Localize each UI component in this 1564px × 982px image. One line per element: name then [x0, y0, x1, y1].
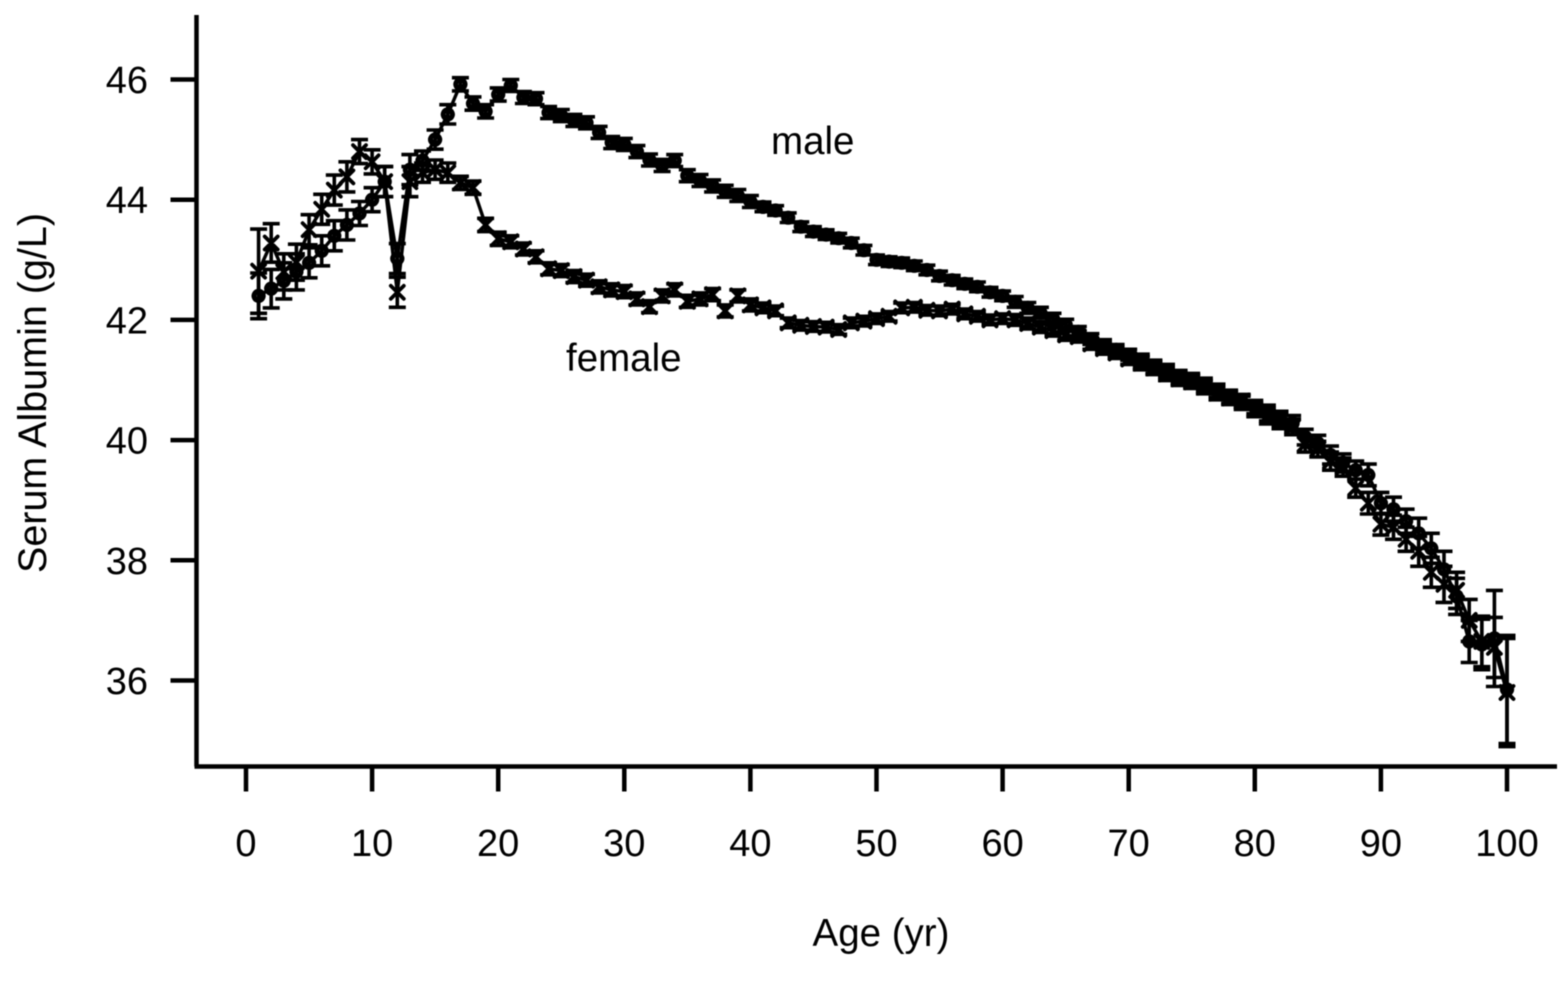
svg-text:40: 40: [106, 421, 148, 463]
svg-text:38: 38: [106, 541, 148, 583]
svg-text:40: 40: [729, 823, 771, 865]
svg-text:10: 10: [351, 823, 393, 865]
svg-text:42: 42: [106, 300, 148, 342]
svg-text:male: male: [771, 120, 854, 163]
svg-text:Age (yr): Age (yr): [813, 912, 950, 955]
svg-text:60: 60: [981, 823, 1023, 865]
svg-text:90: 90: [1360, 823, 1402, 865]
svg-text:44: 44: [106, 180, 148, 222]
svg-text:80: 80: [1234, 823, 1276, 865]
svg-text:70: 70: [1108, 823, 1150, 865]
svg-text:0: 0: [235, 823, 256, 865]
svg-text:female: female: [566, 337, 682, 380]
svg-text:30: 30: [603, 823, 645, 865]
svg-text:46: 46: [106, 60, 148, 102]
svg-text:36: 36: [106, 661, 148, 703]
svg-text:50: 50: [855, 823, 897, 865]
svg-text:100: 100: [1475, 823, 1538, 865]
svg-text:Serum Albumin (g/L): Serum Albumin (g/L): [11, 213, 55, 573]
svg-text:20: 20: [477, 823, 519, 865]
